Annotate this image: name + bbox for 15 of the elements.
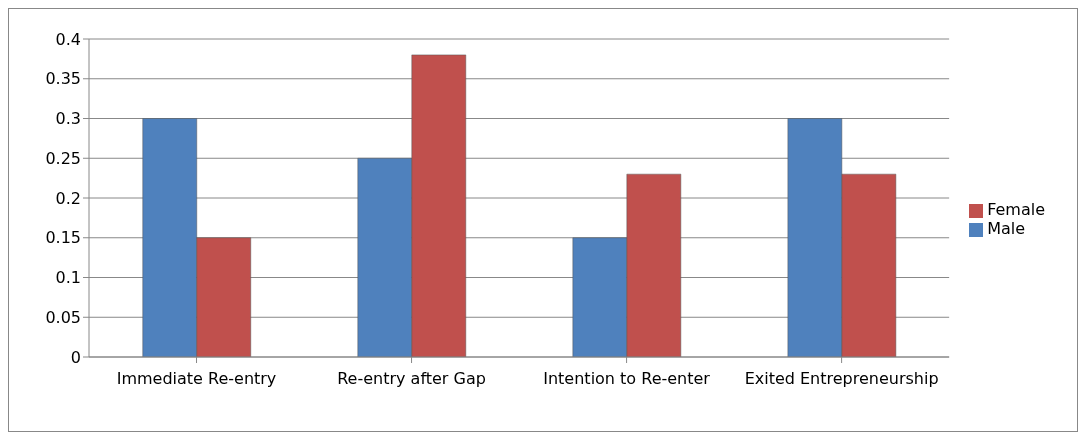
y-tick-label: 0.1 xyxy=(55,268,81,288)
y-tick-label: 0.15 xyxy=(45,228,81,248)
legend-label: Male xyxy=(987,219,1026,238)
x-tick-label: Immediate Re-entry xyxy=(116,369,277,389)
x-tick-label: Re-entry after Gap xyxy=(337,369,486,389)
legend-label: Female xyxy=(987,200,1045,219)
y-tick-label: 0.3 xyxy=(55,109,81,129)
y-tick-label: 0.35 xyxy=(45,69,81,89)
y-tick-label: 0.4 xyxy=(55,29,81,49)
y-tick-label: 0.25 xyxy=(45,148,81,168)
x-tick-label: Exited Entrepreneurship xyxy=(744,369,939,389)
x-tick-label: Intention to Re-enter xyxy=(543,369,711,389)
y-tick-label: 0.2 xyxy=(55,188,81,208)
y-tick-label: 0.05 xyxy=(45,307,81,327)
y-tick-label: 0 xyxy=(70,347,81,367)
